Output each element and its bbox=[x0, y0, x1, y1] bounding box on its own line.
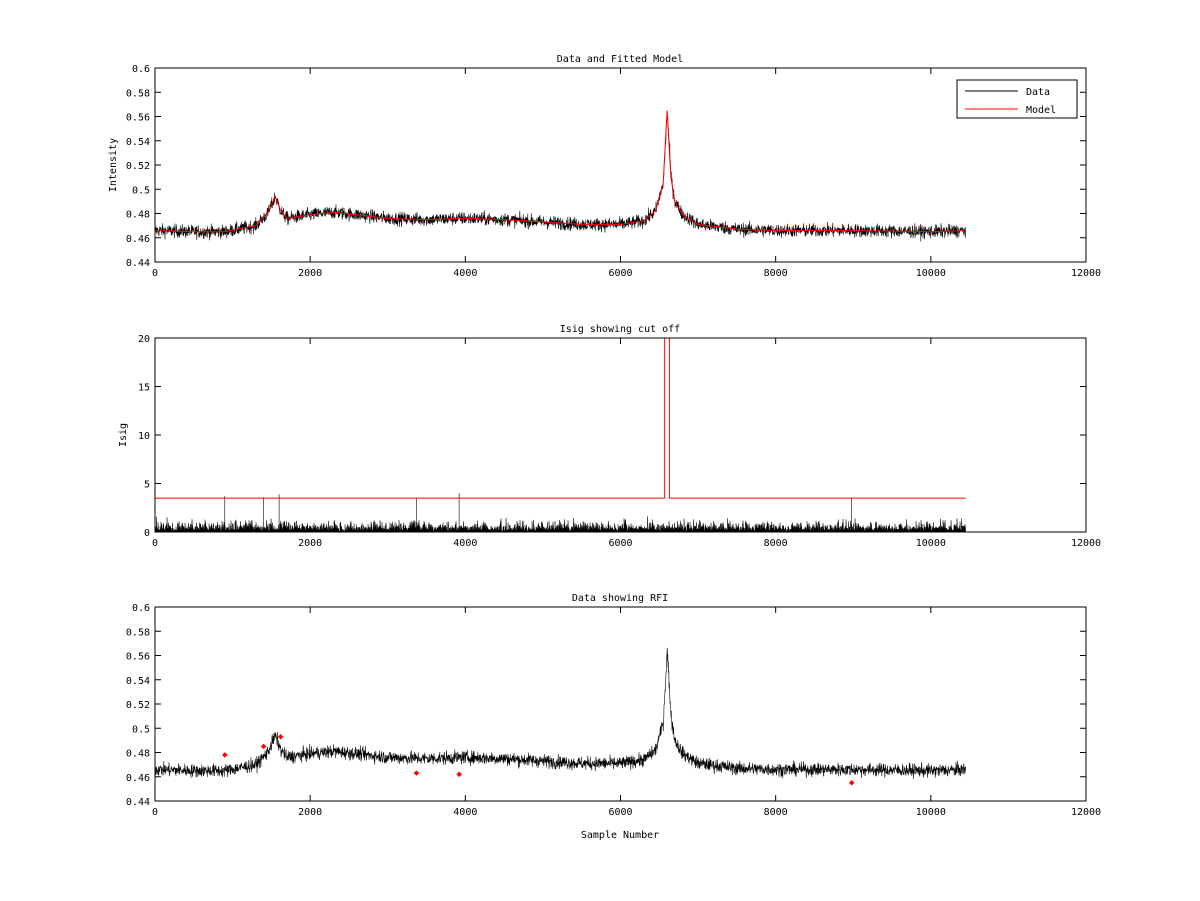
y-tick-label: 0.56 bbox=[126, 652, 150, 663]
y-axis-label: Intensity bbox=[108, 138, 119, 192]
y-tick-label: 0.54 bbox=[126, 137, 150, 148]
x-tick-label: 12000 bbox=[1071, 268, 1101, 279]
x-tick-label: 12000 bbox=[1071, 538, 1101, 549]
y-tick-label: 0.48 bbox=[126, 210, 150, 221]
panel-data-and-fitted-model: Data and Fitted Model Intensity 0 2000 400… bbox=[108, 54, 1101, 279]
x-axis-label: Sample Number bbox=[581, 830, 659, 841]
x-tick-label: 8000 bbox=[764, 538, 788, 549]
y-tick-label: 0.46 bbox=[126, 773, 150, 784]
y-tick-label: 0.58 bbox=[126, 627, 150, 638]
legend-box bbox=[956, 79, 1078, 119]
x-tick-label: 12000 bbox=[1071, 807, 1101, 818]
plot-area: 0 2000 4000 6000 8000 10000 12000 0.44 0.46 0.48 0… bbox=[126, 64, 1101, 279]
x-tick-label: 2000 bbox=[298, 268, 322, 279]
y-tick-label: 0 bbox=[144, 528, 150, 539]
rfi-marker bbox=[277, 733, 284, 740]
y-tick-label: 0.56 bbox=[126, 113, 150, 124]
y-tick-label: 0.44 bbox=[126, 258, 150, 269]
x-tick-label: 0 bbox=[152, 538, 158, 549]
legend-entry-model: Model bbox=[1026, 105, 1056, 116]
rfi-marker bbox=[221, 752, 228, 758]
rfi-marker bbox=[260, 743, 267, 750]
legend: Data Model bbox=[956, 79, 1078, 119]
y-axis-label: Isig bbox=[118, 423, 129, 447]
x-tick-label: 6000 bbox=[608, 538, 632, 549]
rfi-marker bbox=[413, 770, 420, 776]
x-tick-label: 6000 bbox=[608, 268, 632, 279]
plot-area: 0 2000 4000 6000 8000 10000 12000 0.44 0.46 0.48 0… bbox=[126, 603, 1101, 818]
x-tick-label: 4000 bbox=[453, 807, 477, 818]
y-tick-label: 20 bbox=[138, 334, 150, 345]
y-tick-label: 0.46 bbox=[126, 234, 150, 245]
x-tick-label: 10000 bbox=[916, 538, 946, 549]
y-tick-label: 0.48 bbox=[126, 749, 150, 760]
model-series-line bbox=[154, 110, 966, 233]
y-tick-label: 0.52 bbox=[126, 161, 150, 172]
chart-title: Isig showing cut off bbox=[560, 324, 680, 335]
data-series-line bbox=[154, 112, 967, 242]
x-tick-label: 0 bbox=[152, 268, 158, 279]
x-tick-label: 0 bbox=[152, 807, 158, 818]
x-tick-label: 10000 bbox=[916, 807, 946, 818]
y-tick-label: 0.6 bbox=[132, 64, 150, 75]
y-tick-label: 10 bbox=[138, 431, 150, 442]
y-tick-label: 0.54 bbox=[126, 676, 150, 687]
x-tick-label: 4000 bbox=[453, 268, 477, 279]
rfi-marker bbox=[848, 779, 855, 786]
y-tick-label: 0.6 bbox=[132, 603, 150, 614]
y-tick-label: 0.5 bbox=[132, 185, 150, 196]
rfi-marker bbox=[456, 771, 462, 778]
isig-series-line bbox=[154, 493, 966, 534]
plot-area: 0 2000 4000 6000 8000 10000 12000 0 5 10 15 20 bbox=[138, 334, 1101, 549]
x-tick-label: 8000 bbox=[764, 807, 788, 818]
x-tick-label: 6000 bbox=[608, 807, 632, 818]
y-tick-label: 15 bbox=[138, 383, 150, 394]
x-tick-label: 4000 bbox=[453, 538, 477, 549]
panel-data-showing-rfi: Data showing RFI Sample Number 0 2000 4000… bbox=[126, 593, 1101, 841]
x-tick-label: 10000 bbox=[916, 268, 946, 279]
x-tick-label: 2000 bbox=[298, 807, 322, 818]
x-tick-label: 2000 bbox=[298, 538, 322, 549]
y-tick-label: 5 bbox=[144, 480, 150, 491]
chart-title: Data and Fitted Model bbox=[557, 54, 683, 65]
data-series-line bbox=[154, 647, 967, 780]
legend-entry-data: Data bbox=[1026, 87, 1050, 98]
y-tick-label: 0.44 bbox=[126, 797, 150, 808]
panel-isig-showing-cut-off: Isig showing cut off Isig 0 2000 4000 6000 8… bbox=[118, 324, 1101, 549]
y-tick-label: 0.52 bbox=[126, 700, 150, 711]
x-tick-label: 8000 bbox=[764, 268, 788, 279]
chart-title: Data showing RFI bbox=[572, 593, 668, 604]
y-tick-label: 0.58 bbox=[126, 88, 150, 99]
y-tick-label: 0.5 bbox=[132, 724, 150, 735]
